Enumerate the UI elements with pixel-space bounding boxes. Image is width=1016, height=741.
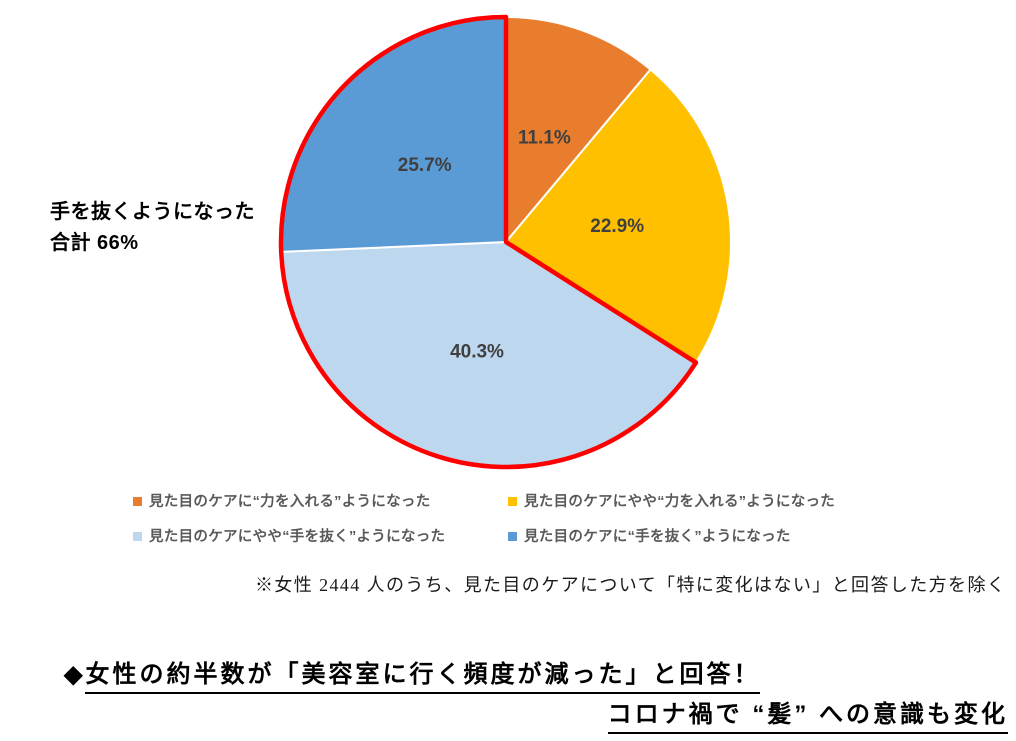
pie-label-0: 11.1% (518, 127, 571, 148)
pie-slice-3 (280, 15, 507, 253)
legend-marker-0 (133, 496, 142, 506)
chart-legend: 見た目のケアに“力を入れる”ようになった 見た目のケアにやや“力を入れる”ように… (133, 490, 835, 560)
legend-item-0: 見た目のケアに“力を入れる”ようになった (133, 490, 508, 511)
legend-row-2: 見た目のケアにやや“手を抜く”ようになった 見た目のケアに“手を抜く”ようになっ… (133, 525, 835, 546)
headline-line1-text: 女性の約半数が「美容室に行く頻度が減った」と回答！ (85, 660, 761, 694)
pie-label-2: 40.3% (450, 342, 504, 363)
legend-label-2: 見た目のケアにやや“手を抜く”ようになった (149, 529, 446, 545)
highlight-outline (278, 14, 699, 470)
legend-marker-1 (508, 496, 517, 506)
pie-label-1: 22.9% (590, 216, 644, 237)
annotation-line2: 合計 66% (50, 232, 139, 254)
legend-marker-2 (133, 531, 142, 541)
legend-label-1: 見た目のケアにやや“力を入れる”ようになった (524, 494, 836, 510)
pie-label-3: 25.7% (398, 155, 452, 176)
pie-slice-1 (504, 68, 732, 364)
legend-label-0: 見た目のケアに“力を入れる”ようになった (149, 494, 431, 510)
legend-item-2: 見た目のケアにやや“手を抜く”ようになった (133, 525, 508, 546)
footnote: ※女性 2444 人のうち、見た目のケアについて「特に変化はない」と回答した方を… (255, 575, 1007, 595)
highlight-annotation: 手を抜くようになった 合計 66% (50, 197, 255, 259)
legend-label-3: 見た目のケアに“手を抜く”ようになった (524, 529, 791, 545)
pie-slice-0 (505, 15, 652, 245)
legend-item-3: 見た目のケアに“手を抜く”ようになった (508, 525, 791, 546)
legend-item-1: 見た目のケアにやや“力を入れる”ようになった (508, 490, 835, 511)
pie-chart: 11.1% 22.9% 40.3% 25.7% (278, 14, 732, 470)
headline-line2-text: コロナ禍で “髪” への意識も変化 (607, 700, 1008, 734)
headline-line2: コロナ禍で “髪” への意識も変化 (607, 700, 1008, 734)
headline-bullet: ◆ (64, 661, 86, 688)
legend-marker-3 (508, 531, 517, 541)
headline-line1: ◆女性の約半数が「美容室に行く頻度が減った」と回答！ (64, 660, 761, 694)
annotation-line1: 手を抜くようになった (50, 201, 255, 223)
legend-row-1: 見た目のケアに“力を入れる”ようになった 見た目のケアにやや“力を入れる”ように… (133, 490, 835, 511)
